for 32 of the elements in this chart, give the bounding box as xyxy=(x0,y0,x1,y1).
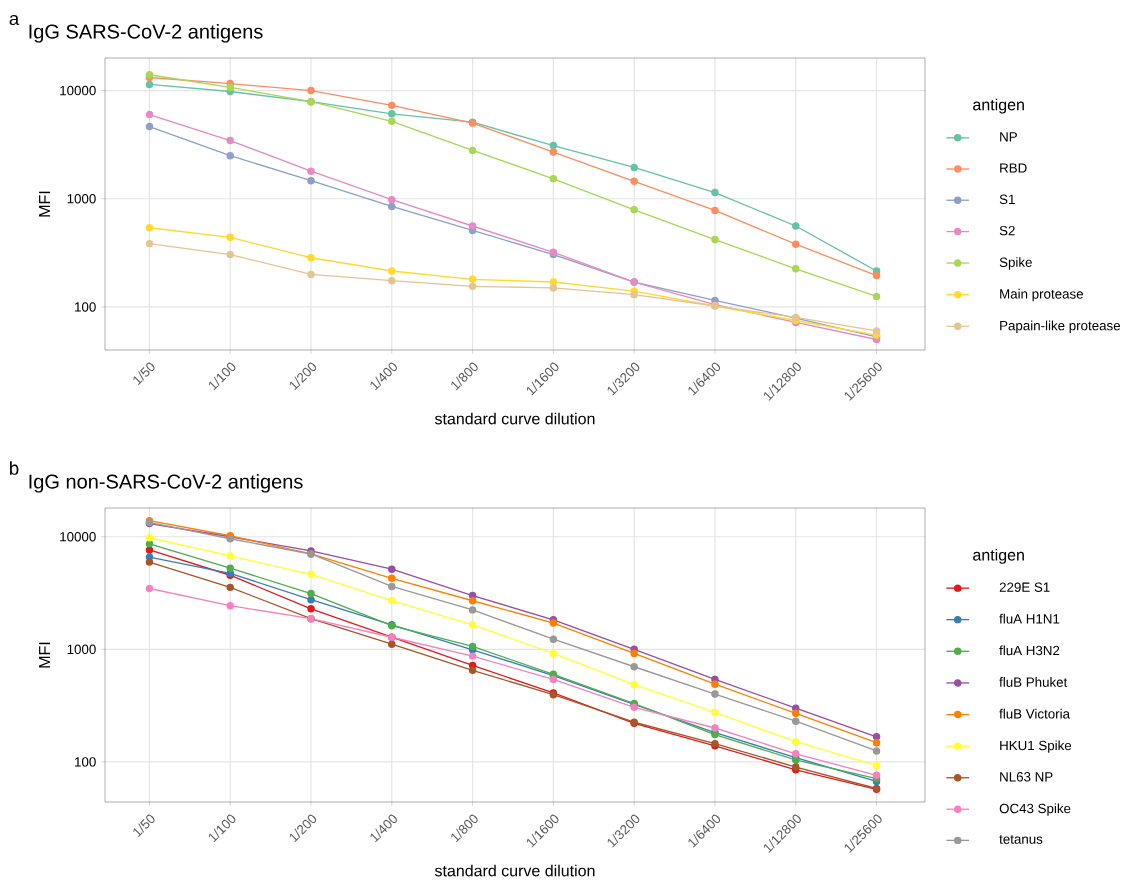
x-axis-title: standard curve dilution xyxy=(434,864,595,877)
legend-label: fluA H3N2 xyxy=(999,645,1060,656)
y-tick-label: 10000 xyxy=(60,532,96,542)
legend-label: NL63 NP xyxy=(1000,772,1053,782)
y-tick-label: 1000 xyxy=(67,194,96,204)
chart-title: IgG non-SARS-CoV-2 antigens xyxy=(29,473,303,493)
y-tick-label: 10000 xyxy=(60,85,96,96)
legend-label: tetanus xyxy=(999,835,1043,844)
legend-title: antigen xyxy=(973,98,1024,114)
y-axis-title: MFI xyxy=(39,642,51,668)
legend-label: Main protease xyxy=(1000,288,1083,302)
legend-label: S2 xyxy=(999,225,1015,236)
legend-label: Spike xyxy=(999,257,1032,270)
legend-label: NP xyxy=(1000,132,1017,142)
y-tick-label: 100 xyxy=(75,302,96,312)
legend-label: HKU1 Spike xyxy=(1000,740,1072,753)
legend-title: antigen xyxy=(973,548,1024,564)
legend-label: 229E S1 xyxy=(999,582,1050,592)
x-axis-title: standard curve dilution xyxy=(434,412,595,425)
chart-title: IgG SARS-CoV-2 antigens xyxy=(29,23,263,43)
legend-label: OC43 Spike xyxy=(999,803,1071,816)
y-axis-title: MFI xyxy=(39,191,51,217)
text: b xyxy=(10,461,19,475)
y-tick-label: 1000 xyxy=(67,644,96,655)
text: a xyxy=(9,14,20,26)
legend-label: fluB Victoria xyxy=(999,708,1071,719)
legend-label: fluA H1N1 xyxy=(999,613,1060,624)
legend-label: fluB Phuket xyxy=(999,677,1068,687)
legend-label: Papain-like protease xyxy=(1000,320,1121,333)
y-tick-label: 100 xyxy=(75,757,96,767)
legend-label: S1 xyxy=(999,194,1015,205)
legend-label: RBD xyxy=(1000,163,1027,173)
